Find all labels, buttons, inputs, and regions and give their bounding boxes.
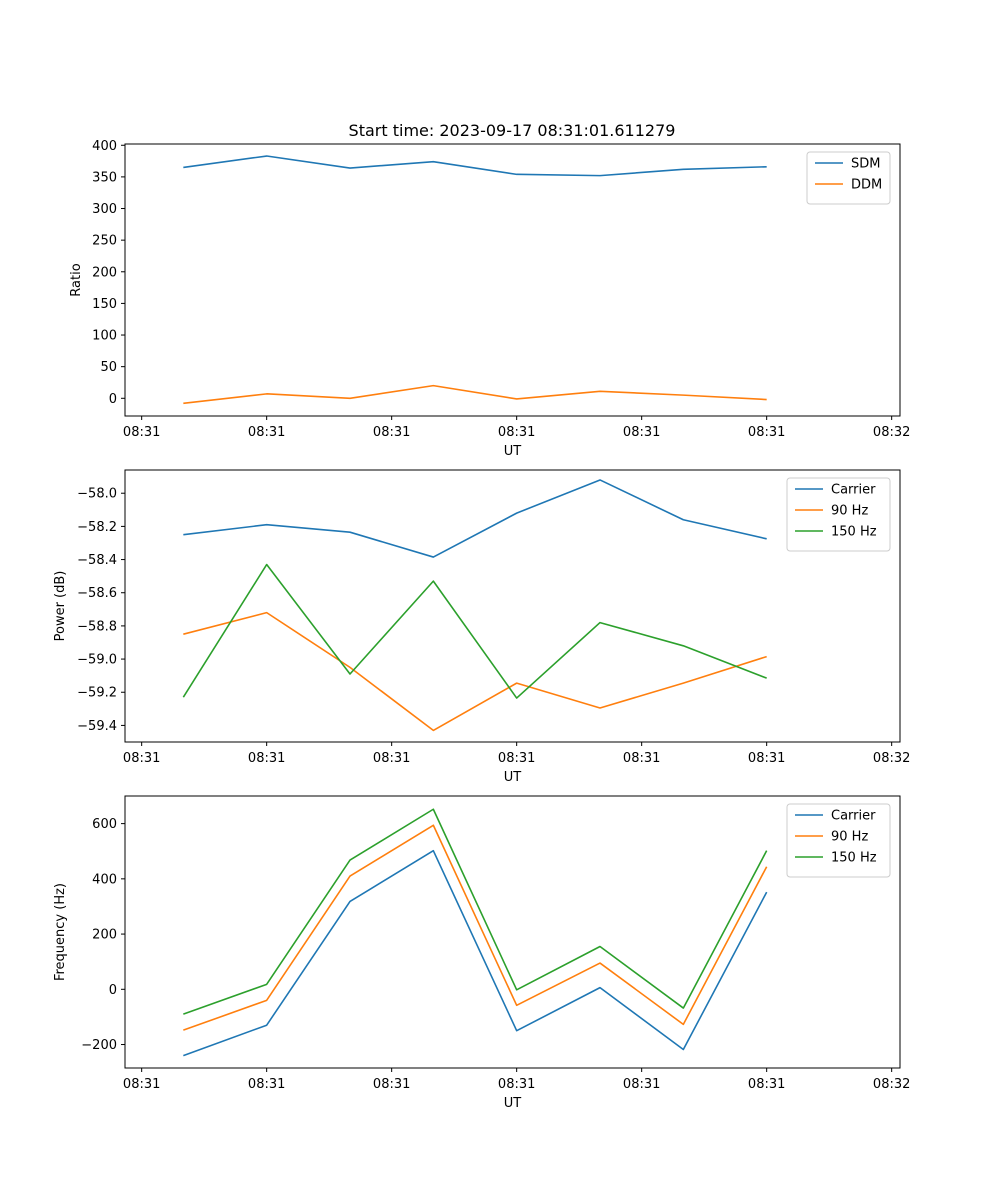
series-line-90-hz: [183, 824, 768, 1031]
y-tick-label: −58.6: [77, 586, 117, 601]
y-tick-label: 400: [92, 139, 117, 154]
x-tick-label: 08:31: [623, 425, 660, 440]
legend-label: DDM: [851, 178, 882, 193]
legend-box: [786, 803, 891, 878]
charts-container: 08:31 08:31 08:31 08:31 08:31 08:31 08:32 0 50 10…: [53, 139, 910, 1111]
y-tick-label: 350: [92, 170, 117, 185]
chart-panel-1: 08:31 08:31 08:31 08:31 08:31 08:31 08:32 0 50 10…: [69, 139, 910, 459]
series-line-carrier: [183, 849, 768, 1057]
series-line-90-hz: [183, 611, 767, 732]
x-tick-label: 08:31: [498, 1077, 535, 1092]
y-tick-label: −59.2: [77, 686, 117, 701]
x-tick-label: 08:31: [248, 1077, 285, 1092]
x-tick-label: 08:31: [748, 1077, 785, 1092]
axes-frame: [124, 469, 901, 743]
axes-frame: [124, 795, 901, 1069]
x-tick-label: 08:31: [748, 751, 785, 766]
x-tick-label: 08:31: [748, 425, 785, 440]
y-tick-label: 300: [92, 202, 117, 217]
y-tick-label: −59.4: [77, 719, 117, 734]
y-tick-label: 0: [109, 983, 117, 998]
legend-label: 90 Hz: [831, 830, 868, 845]
y-tick-label: −59.0: [77, 653, 117, 668]
y-tick-label: 600: [92, 817, 117, 832]
legend-label: 150 Hz: [831, 525, 877, 540]
y-tick-label: −58.8: [77, 619, 117, 634]
series-line-150-hz: [183, 808, 768, 1015]
legend-box: [806, 151, 891, 205]
y-tick-label: 100: [92, 329, 117, 344]
legend: Carrier 90 Hz 150 Hz: [786, 803, 891, 878]
x-tick-label: 08:31: [373, 751, 410, 766]
x-tick-label: 08:31: [373, 425, 410, 440]
x-tick-label: 08:32: [873, 751, 910, 766]
series-line-sdm: [183, 155, 767, 177]
legend: Carrier 90 Hz 150 Hz: [786, 477, 891, 552]
legend-label: Carrier: [831, 809, 876, 824]
legend: SDM DDM: [806, 151, 891, 205]
y-tick-label: −58.0: [77, 487, 117, 502]
y-tick-label: 200: [92, 265, 117, 280]
series-line-150-hz: [182, 563, 767, 699]
y-tick-label: 150: [92, 297, 117, 312]
y-tick-label: 200: [92, 928, 117, 943]
y-tick-label: 250: [92, 234, 117, 249]
x-tick-label: 08:31: [248, 425, 285, 440]
x-tick-label: 08:32: [873, 425, 910, 440]
x-tick-label: 08:31: [623, 1077, 660, 1092]
legend-box: [786, 477, 891, 552]
chart-panel-3: 08:31 08:31 08:31 08:31 08:31 08:31 08:32 −200 0…: [53, 795, 910, 1111]
x-tick-label: 08:31: [248, 751, 285, 766]
x-tick-label: 08:31: [498, 425, 535, 440]
legend-label: 150 Hz: [831, 851, 877, 866]
y-axis-label: Power (dB): [53, 571, 68, 642]
chart-panel-2: 08:31 08:31 08:31 08:31 08:31 08:31 08:32 −59.4…: [53, 469, 910, 785]
y-tick-label: −58.2: [77, 520, 117, 535]
figure-title: Start time: 2023-09-17 08:31:01.611279: [349, 121, 676, 140]
legend-label: Carrier: [831, 483, 876, 498]
x-axis-label: UT: [504, 770, 522, 785]
series-line-carrier: [183, 479, 767, 558]
x-tick-label: 08:31: [123, 1077, 160, 1092]
axes-frame: [124, 143, 901, 417]
y-tick-label: 400: [92, 872, 117, 887]
y-tick-label: −58.4: [77, 553, 117, 568]
y-axis-label: Ratio: [69, 263, 84, 296]
x-axis-label: UT: [504, 444, 522, 459]
x-tick-label: 08:31: [123, 425, 160, 440]
y-tick-label: 0: [109, 392, 117, 407]
legend-label: SDM: [851, 157, 880, 172]
series-line-ddm: [183, 384, 767, 405]
y-axis-label: Frequency (Hz): [53, 883, 68, 981]
x-tick-label: 08:31: [123, 751, 160, 766]
y-tick-label: −200: [81, 1038, 117, 1053]
x-tick-label: 08:31: [373, 1077, 410, 1092]
y-tick-label: 50: [100, 360, 117, 375]
x-axis-label: UT: [504, 1096, 522, 1111]
x-tick-label: 08:32: [873, 1077, 910, 1092]
legend-label: 90 Hz: [831, 504, 868, 519]
x-tick-label: 08:31: [623, 751, 660, 766]
x-tick-label: 08:31: [498, 751, 535, 766]
